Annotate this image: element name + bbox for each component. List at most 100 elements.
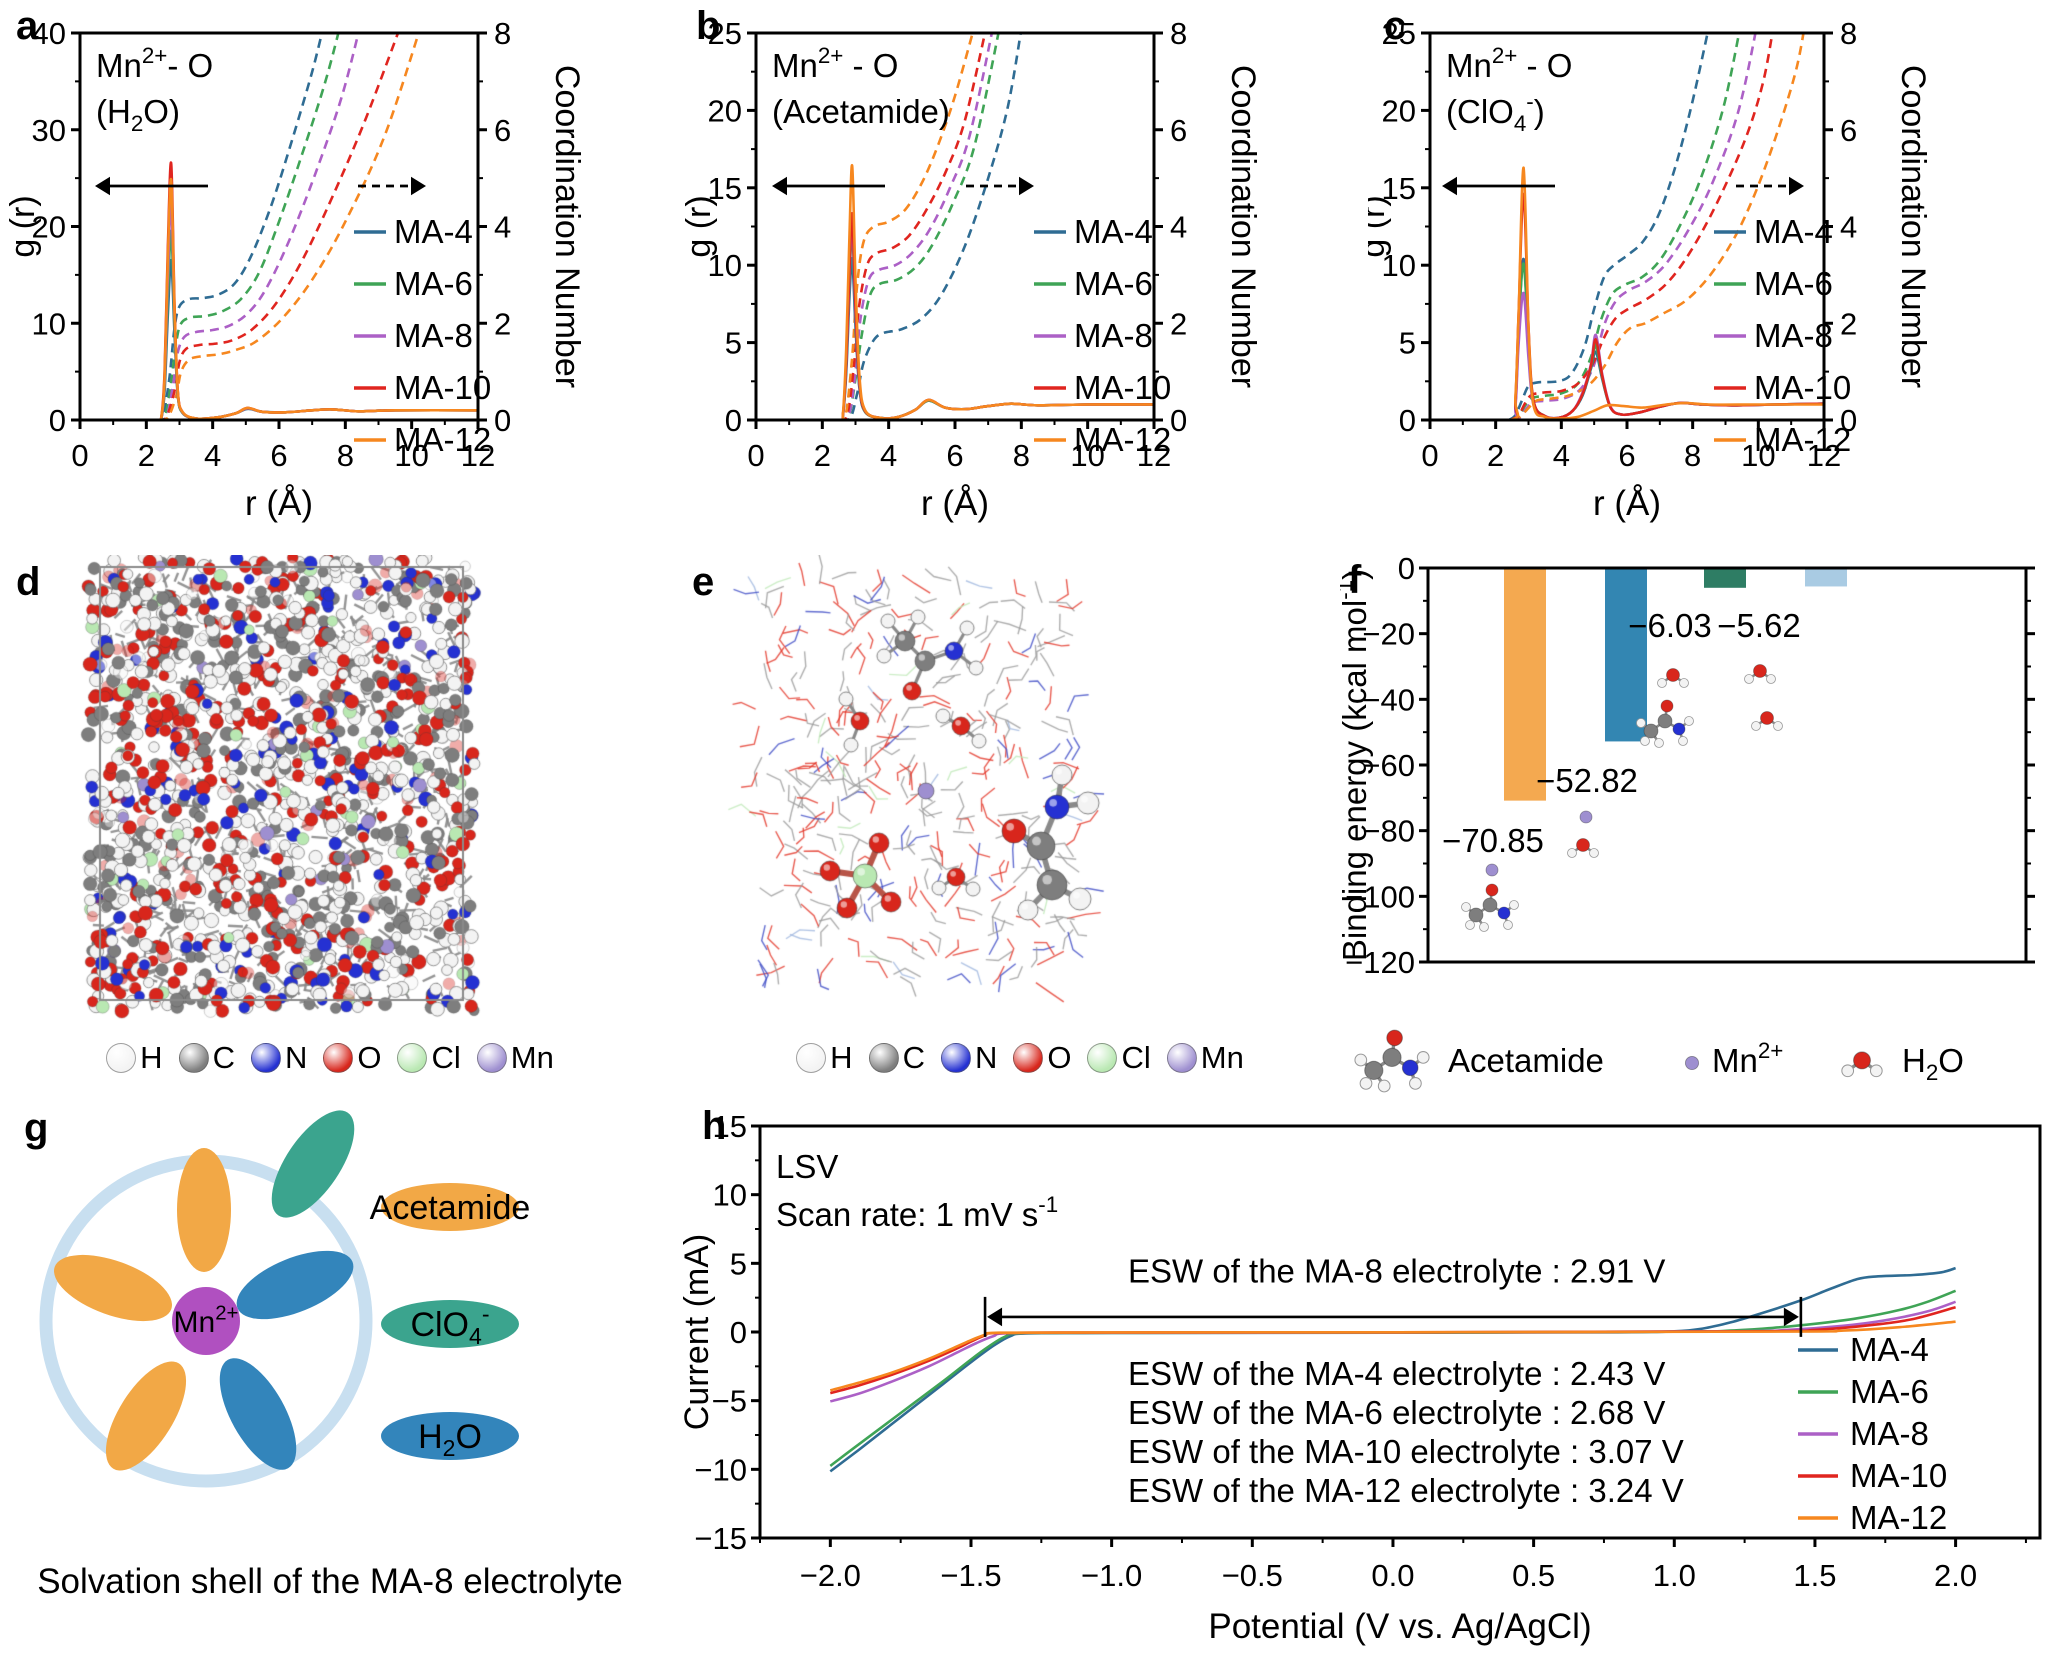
arrow-head — [1019, 176, 1034, 196]
panel-title-line2: (H2O) — [96, 93, 180, 136]
atom-sphere-N — [250, 1043, 281, 1073]
bar-value-label: −6.03 — [1628, 607, 1712, 644]
series-group — [756, 33, 1154, 420]
atom-H — [1409, 1077, 1422, 1090]
atom-H — [1479, 922, 1489, 932]
arrow-head — [772, 176, 787, 196]
atom-sphere-H — [796, 1043, 827, 1073]
y2-axis-title: Coordination Number — [1224, 65, 1262, 388]
panel-letter-g: g — [24, 1106, 49, 1150]
atom-sphere-Mn — [1166, 1043, 1197, 1073]
panel-title-line2: (Acetamide) — [772, 93, 950, 130]
x-tick-label: 10 — [394, 438, 428, 473]
legend-label-MA-6: MA-6 — [1850, 1373, 1929, 1410]
panel-title-line2: (ClO4-) — [1446, 89, 1545, 136]
atom-H — [1654, 738, 1664, 748]
panel-h-chart: −2.0 −1.5 −1.0 −0.5 0.0 0.5 1.0 1.5 2.0 −15 −10 −5 0… — [678, 1109, 2042, 1646]
y-tick-label: 10 — [32, 306, 66, 341]
y2-tick-label: 8 — [1840, 16, 1857, 51]
atom-symbol-label: Cl — [431, 1040, 461, 1075]
atom-O — [1753, 664, 1767, 678]
y-axis-title: Current (mA) — [680, 1234, 716, 1430]
atom-symbol-label: O — [357, 1040, 382, 1075]
legend-label-MA-6: MA-6 — [1754, 265, 1833, 302]
cn-series-MA-6 — [155, 33, 340, 420]
legend-label-MA-8: MA-8 — [394, 317, 473, 354]
y-tick-label: 0 — [730, 1315, 747, 1350]
mn-icon — [1579, 810, 1593, 824]
cn-series-MA-10 — [157, 33, 400, 420]
y2-tick-label: 4 — [1170, 210, 1187, 245]
water-icon — [1751, 711, 1783, 731]
x-tick-label: 1.5 — [1793, 1558, 1836, 1593]
x-axis-title: r (Å) — [1593, 484, 1661, 523]
y-tick-label: −5 — [712, 1384, 747, 1419]
atom-H — [1869, 1064, 1883, 1078]
legend-label-MA-10: MA-10 — [1754, 369, 1851, 406]
y-tick-label: 0 — [1399, 403, 1416, 438]
atom-symbol-label: Mn — [1200, 1040, 1244, 1075]
y-tick-label: 10 — [708, 248, 742, 283]
x-tick-label: 6 — [946, 438, 963, 473]
y-tick-label: −80 — [1362, 814, 1415, 849]
panel-letter-b: b — [696, 4, 721, 48]
mn-icon — [1485, 863, 1499, 877]
y-tick-label: 20 — [1382, 93, 1416, 128]
g-legend-ellipse-2 — [381, 1300, 519, 1348]
solvation-schematic: Mn2+ Acetamide ClO4- H2O — [39, 1110, 530, 1488]
y-tick-label: 0 — [49, 403, 66, 438]
atom-H — [1684, 716, 1694, 726]
atom-symbol-label: H — [830, 1040, 853, 1075]
x-tick-label: −0.5 — [1222, 1558, 1283, 1593]
scan-rate-label: Scan rate: 1 mV s-1 — [776, 1192, 1058, 1233]
y2-tick-label: 2 — [1170, 306, 1187, 341]
atom-H — [1354, 1053, 1368, 1067]
esw-line-4: ESW of the MA-12 electrolyte : 3.24 V — [1128, 1472, 1684, 1509]
legend-label-MA-10: MA-10 — [1074, 369, 1171, 406]
series-group — [1430, 33, 1824, 420]
series-MA-12 — [829, 1320, 1956, 1392]
y-axis-title: g (r) — [1368, 195, 1392, 257]
legend-label-mn: Mn2+ — [1712, 1038, 1783, 1079]
atom-N — [1497, 906, 1511, 920]
gr-series-MA-12 — [756, 164, 1154, 420]
y-tick-label: 30 — [32, 113, 66, 148]
bar-2 — [1605, 568, 1647, 742]
water-icon — [1744, 664, 1776, 684]
panel-letter-d: d — [16, 560, 41, 604]
atom-O — [1660, 699, 1674, 713]
atom-legend-item-O: O — [1013, 1040, 1071, 1076]
atom-H — [1679, 678, 1689, 688]
atom-N — [1401, 1059, 1419, 1077]
y2-tick-label: 6 — [1170, 113, 1187, 148]
atom-H — [1359, 1077, 1373, 1090]
panel-letter-e: e — [692, 560, 715, 604]
atom-sphere-C — [868, 1043, 899, 1073]
cn-series-MA-8 — [157, 33, 360, 420]
legend-label-MA-12: MA-12 — [1754, 421, 1851, 458]
x-axis-title: Potential (V vs. Ag/AgCl) — [1208, 1607, 1591, 1646]
cn-series-MA-12 — [1511, 33, 1805, 420]
arrow-head — [987, 1307, 1003, 1327]
panel-e-solvation-closeup — [660, 555, 1340, 1100]
cn-series-MA-4 — [840, 33, 1022, 420]
x-tick-label: 2 — [138, 438, 155, 473]
atom-C — [1468, 907, 1484, 923]
legend-label-MA-12: MA-12 — [1850, 1499, 1947, 1536]
atom-C — [1643, 723, 1659, 739]
atom-H — [1773, 721, 1783, 731]
atom-symbol-label: N — [974, 1040, 998, 1075]
panel-g-solvation-schematic: Mn2+ Acetamide ClO4- H2O — [0, 1100, 680, 1656]
y2-tick-label: 4 — [494, 210, 511, 245]
arrow-head — [411, 176, 426, 196]
atom-H — [1766, 674, 1776, 684]
y-tick-label: 20 — [32, 210, 66, 245]
y-tick-label: −60 — [1362, 748, 1415, 783]
md-box-snapshot — [0, 555, 660, 1100]
x-tick-label: 2.0 — [1934, 1558, 1977, 1593]
atom-N — [1672, 722, 1686, 736]
y-tick-label: −40 — [1362, 682, 1415, 717]
y2-axis-title: Coordination Number — [548, 65, 586, 388]
